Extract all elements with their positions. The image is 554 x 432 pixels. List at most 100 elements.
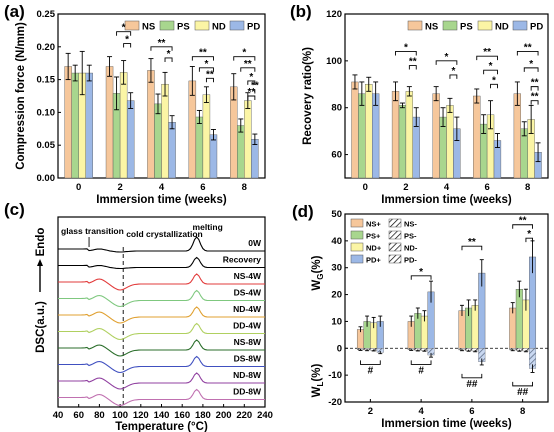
x-tick-label: 8 bbox=[525, 182, 530, 193]
x-tick-label: 2 bbox=[368, 406, 373, 417]
significance-mark-bracket bbox=[116, 31, 132, 36]
significance-mark-bracket bbox=[395, 51, 417, 56]
significance-mark: ** bbox=[409, 57, 417, 68]
legend-label-NS: NS bbox=[142, 22, 155, 33]
legend-label: PS+ bbox=[366, 232, 381, 241]
x-tick-label: 6 bbox=[484, 182, 489, 193]
x-tick-label: 100 bbox=[112, 410, 128, 421]
significance-mark-bracket bbox=[523, 67, 539, 72]
legend-swatch-ND bbox=[477, 20, 493, 31]
bar-ND bbox=[202, 94, 211, 179]
legend-label: PS- bbox=[404, 232, 417, 241]
dsc-curve-ND-8W bbox=[58, 372, 265, 390]
y-tick-label: 0.25 bbox=[37, 9, 56, 20]
curve-label-Recovery: Recovery bbox=[223, 255, 262, 265]
bar-PD bbox=[372, 93, 380, 179]
dsc-curve-DS-8W bbox=[58, 355, 265, 374]
legend-swatch-ND bbox=[194, 20, 210, 31]
significance-mark-bracket bbox=[476, 55, 498, 61]
dsc-curve-DS-4W bbox=[58, 289, 265, 308]
significance-bracket-bottom bbox=[410, 360, 432, 365]
significance-mark: * bbox=[204, 59, 208, 70]
legend-swatch bbox=[350, 230, 364, 240]
bar-NS+ bbox=[356, 329, 364, 349]
curve-label-NS-4W: NS-4W bbox=[234, 271, 262, 281]
bar-NS bbox=[513, 93, 521, 179]
significance-mark: * bbox=[167, 49, 171, 60]
curve-label-DD-4W: DD-4W bbox=[233, 321, 262, 331]
significance-mark-hash: ## bbox=[466, 379, 478, 390]
x-tick-label: 0 bbox=[363, 182, 368, 193]
legend-swatch-NS bbox=[124, 20, 140, 31]
x-tick-label: 120 bbox=[133, 410, 149, 421]
significance-mark-bracket bbox=[247, 95, 256, 100]
dsc-curve-DD-8W bbox=[58, 388, 265, 407]
dsc-curve-NS-4W bbox=[58, 273, 265, 291]
legend-swatch bbox=[350, 218, 364, 228]
y-tick-label: 0.00 bbox=[37, 173, 56, 184]
y-tick-label: 100 bbox=[326, 56, 342, 67]
bar-ND bbox=[119, 72, 128, 179]
x-tick-label: 220 bbox=[236, 410, 252, 421]
y-tick-label: 60 bbox=[331, 150, 342, 161]
legend-label: ND- bbox=[404, 244, 418, 253]
wl-unit: (%) bbox=[311, 364, 323, 382]
legend-swatch bbox=[388, 242, 402, 252]
legend-label-PD: PD bbox=[530, 22, 543, 33]
x-axis-label: Temperature (°C) bbox=[115, 421, 208, 432]
significance-mark: * bbox=[489, 61, 493, 72]
endo-arrow-head bbox=[37, 259, 43, 266]
wl-main: W bbox=[311, 386, 323, 397]
significance-mark: ** bbox=[483, 47, 491, 58]
legend-label-PS: PS bbox=[460, 22, 473, 33]
legend-label: ND+ bbox=[366, 244, 382, 253]
bar-ND bbox=[446, 105, 454, 179]
bar-ND bbox=[365, 84, 373, 179]
y-tick-label: 0.15 bbox=[37, 75, 56, 86]
legend-label: PD+ bbox=[366, 256, 381, 265]
panel-b: 60 80 100 120 0 2 4 6 8 NS PS ND PD Immersion time (w… bbox=[290, 2, 549, 206]
significance-bracket-bottom bbox=[461, 373, 483, 379]
significance-mark-bracket bbox=[461, 245, 483, 251]
y-tick-label: 0.05 bbox=[37, 140, 56, 151]
endo-label: Endo bbox=[35, 228, 47, 257]
x-tick-label: 8 bbox=[520, 406, 525, 417]
x-tick-label: 4 bbox=[159, 182, 165, 193]
bar-PD bbox=[168, 122, 176, 179]
significance-mark: ** bbox=[519, 216, 527, 227]
x-tick-label: 4 bbox=[418, 406, 424, 417]
legend-swatch bbox=[350, 254, 364, 264]
wg-unit: (%) bbox=[311, 255, 323, 273]
significance-mark-bracket bbox=[530, 100, 539, 105]
significance-mark: * bbox=[527, 229, 531, 240]
curve-label-0W: 0W bbox=[248, 238, 262, 248]
y-axis-label: Recovery ratio(%) bbox=[302, 47, 314, 145]
x-tick-label: 200 bbox=[216, 410, 232, 421]
y-axis-label-bottom: WL(%) bbox=[311, 364, 325, 398]
significance-mark: * bbox=[125, 35, 129, 46]
x-tick-label: 4 bbox=[444, 182, 450, 193]
wg-sub: G bbox=[316, 273, 325, 279]
legend-label-ND: ND bbox=[495, 22, 509, 33]
x-tick-label: 6 bbox=[469, 406, 474, 417]
significance-mark: * bbox=[404, 42, 408, 53]
bar-NS bbox=[230, 86, 238, 179]
significance-mark-bracket bbox=[164, 57, 173, 62]
bar-NS+ bbox=[458, 310, 466, 349]
curve-label-ND-8W: ND-8W bbox=[233, 370, 262, 380]
x-tick-label: 180 bbox=[195, 410, 211, 421]
dsc-curve-DD-4W bbox=[58, 322, 265, 341]
x-tick-label: 160 bbox=[174, 410, 190, 421]
bar-NS bbox=[147, 70, 155, 179]
x-tick-label: 140 bbox=[154, 410, 170, 421]
legend-label: NS- bbox=[404, 220, 417, 229]
y-tick-label: 80 bbox=[331, 103, 342, 114]
significance-mark: * bbox=[249, 72, 253, 83]
legend-swatch-PD bbox=[512, 20, 528, 31]
significance-mark: * bbox=[445, 52, 449, 63]
x-tick-label: 6 bbox=[200, 182, 205, 193]
dsc-curve-Recovery bbox=[58, 256, 265, 270]
y-tick-label: 120 bbox=[326, 9, 342, 20]
legend-swatch-PS bbox=[159, 20, 175, 31]
